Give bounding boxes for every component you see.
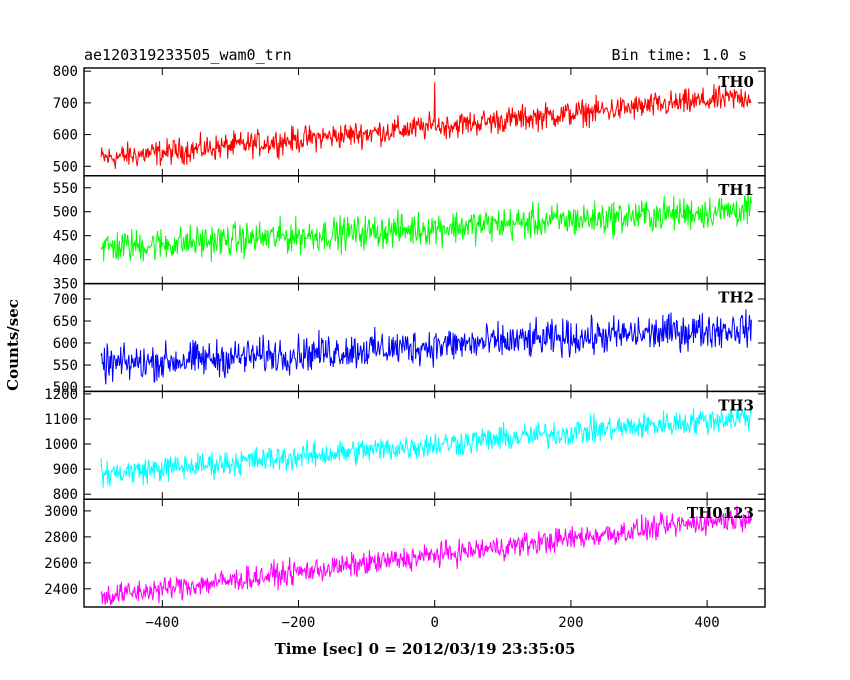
- y-tick-label: 1200: [44, 387, 78, 403]
- x-axis-label: Time [sec] 0 = 2012/03/19 23:35:05: [275, 640, 576, 658]
- y-tick-label: 550: [53, 358, 78, 374]
- x-axis: −400 −200 0 200 400: [145, 615, 719, 631]
- y-tick-label: 450: [53, 229, 78, 245]
- panel-frame: [83, 282, 766, 393]
- panel-label-th0123: TH0123: [687, 504, 754, 522]
- y-tick-label: 500: [53, 380, 78, 396]
- y-tick-label: 800: [53, 487, 78, 503]
- y-tick-label: 650: [53, 314, 78, 330]
- x-tick-label: 0: [430, 615, 438, 631]
- figure-title: ae120319233505_wam0_trn: [84, 46, 292, 64]
- y-tick-label: 500: [53, 159, 78, 175]
- panel-th2: 500 550 600 650 700 TH2: [53, 282, 766, 396]
- y-tick-label: 350: [53, 277, 78, 293]
- series-line-th0123: [100, 505, 752, 606]
- panel-label-th0: TH0: [718, 73, 754, 91]
- panel-frame: [83, 498, 766, 608]
- panel-label-th2: TH2: [718, 289, 754, 307]
- y-axis-label: Counts/sec: [4, 299, 22, 391]
- series-line-th0: [100, 82, 752, 169]
- bin-time-label: Bin time: 1.0 s: [612, 46, 747, 64]
- series-line-th3: [100, 407, 752, 488]
- x-tick-label: 200: [558, 615, 583, 631]
- panel-label-th1: TH1: [718, 181, 754, 199]
- panel-th0123: 2400 2600 2800 3000 TH0123: [44, 498, 766, 608]
- y-tick-label: 800: [53, 64, 78, 80]
- y-tick-label: 2400: [44, 582, 78, 598]
- panels: 500 600 700 800 TH0 350 400 450 500 550 TH1 500 550 6…: [44, 64, 766, 608]
- y-tick-label: 550: [53, 181, 78, 197]
- y-tick-label: 1000: [44, 437, 78, 453]
- x-tick-label: −400: [145, 615, 179, 631]
- panel-th1: 350 400 450 500 550 TH1: [53, 175, 766, 293]
- x-tick-label: 400: [694, 615, 719, 631]
- panel-label-th3: TH3: [718, 396, 754, 414]
- y-tick-label: 2600: [44, 556, 78, 572]
- y-tick-label: 2800: [44, 530, 78, 546]
- y-tick-label: 1100: [44, 412, 78, 428]
- y-tick-label: 900: [53, 462, 78, 478]
- y-tick-label: 3000: [44, 504, 78, 520]
- x-tick-label: −200: [282, 615, 316, 631]
- y-tick-label: 700: [53, 292, 78, 308]
- y-tick-label: 500: [53, 205, 78, 221]
- y-tick-label: 600: [53, 128, 78, 144]
- y-tick-label: 700: [53, 96, 78, 112]
- series-line-th1: [100, 189, 752, 263]
- panel-th3: 800 900 1000 1100 1200 TH3: [44, 387, 766, 503]
- y-tick-label: 400: [53, 253, 78, 269]
- panel-th0: 500 600 700 800 TH0: [53, 64, 766, 177]
- series-line-th2: [100, 309, 752, 385]
- y-tick-label: 600: [53, 336, 78, 352]
